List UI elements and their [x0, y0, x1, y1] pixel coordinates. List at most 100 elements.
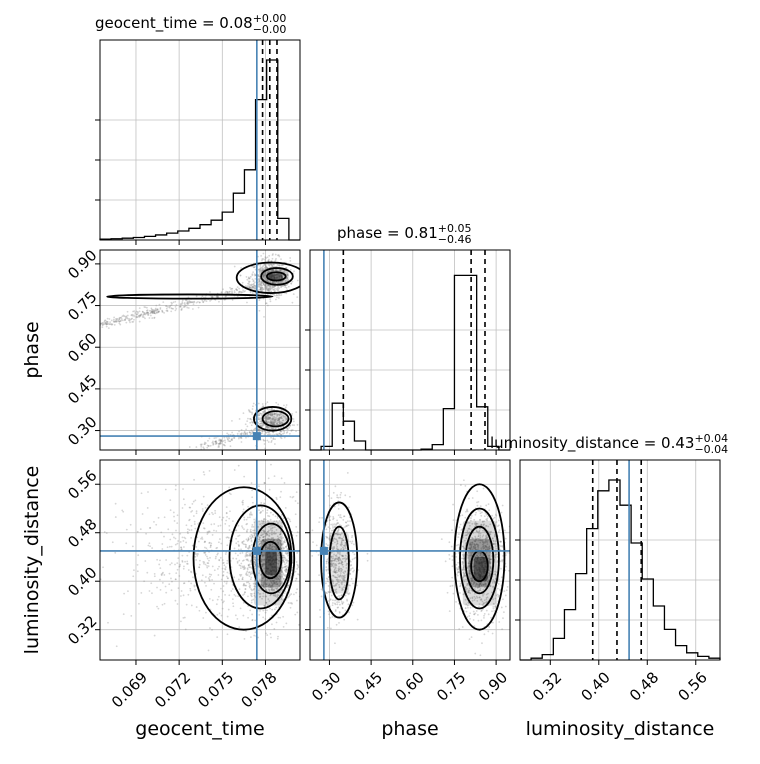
sample-point — [118, 321, 120, 323]
sample-point — [249, 555, 251, 557]
sample-point — [199, 564, 201, 566]
sample-point — [254, 619, 256, 621]
sample-point — [238, 438, 240, 440]
sample-point — [189, 588, 191, 590]
sample-point — [346, 599, 348, 601]
sample-point — [337, 607, 339, 609]
sample-point — [234, 548, 236, 550]
hist-title-phase: phase = 0.81+0.05−0.46 — [337, 222, 472, 246]
sample-point — [167, 546, 169, 548]
sample-point — [275, 515, 277, 517]
sample-point — [215, 556, 217, 558]
sample-point — [156, 309, 158, 311]
sample-point — [246, 519, 248, 521]
sample-point — [189, 507, 191, 509]
sample-point — [449, 585, 451, 587]
sample-point — [206, 300, 208, 302]
sample-point — [238, 560, 240, 562]
sample-point — [499, 529, 501, 531]
sample-point — [104, 322, 106, 324]
sample-point — [224, 594, 226, 596]
sample-point — [293, 421, 295, 423]
sample-point — [467, 616, 469, 618]
sample-point — [251, 496, 253, 498]
sample-point — [181, 309, 183, 311]
sample-point — [175, 600, 177, 602]
sample-point — [225, 291, 227, 293]
sample-point — [183, 540, 185, 542]
sample-point — [264, 245, 266, 247]
sample-point — [196, 295, 198, 297]
sample-point — [318, 574, 320, 576]
sample-point — [452, 559, 454, 561]
sample-point — [270, 633, 272, 635]
sample-point — [268, 259, 270, 261]
sample-point — [347, 520, 349, 522]
sample-point — [248, 583, 250, 585]
sample-point — [199, 302, 201, 304]
sample-point — [468, 498, 470, 500]
sample-point — [336, 494, 338, 496]
sample-point — [502, 617, 504, 619]
sample-point — [213, 530, 215, 532]
sample-point — [194, 499, 196, 501]
sample-point — [215, 437, 217, 439]
sample-point — [305, 572, 307, 574]
sample-point — [258, 419, 260, 421]
sample-point — [215, 441, 217, 443]
sample-point — [250, 531, 252, 533]
sample-point — [452, 565, 454, 567]
sample-point — [219, 612, 221, 614]
sample-point — [209, 513, 211, 515]
sample-point — [283, 430, 285, 432]
sample-point — [295, 513, 297, 515]
sample-point — [171, 581, 173, 583]
sample-point — [326, 559, 328, 561]
sample-point — [460, 585, 462, 587]
sample-point — [345, 610, 347, 612]
sample-point — [230, 288, 232, 290]
sample-point — [258, 485, 260, 487]
sample-point — [266, 634, 268, 636]
sample-point — [183, 546, 185, 548]
sample-point — [347, 486, 349, 488]
density-contour — [107, 294, 272, 298]
sample-point — [197, 553, 199, 555]
sample-point — [180, 546, 182, 548]
sample-point — [155, 308, 157, 310]
sample-point — [203, 471, 205, 473]
sample-point — [448, 541, 450, 543]
sample-point — [480, 515, 482, 517]
sample-point — [221, 519, 223, 521]
sample-point — [147, 545, 149, 547]
sample-point — [242, 527, 244, 529]
sample-point — [484, 613, 486, 615]
sample-point — [183, 537, 185, 539]
sample-point — [271, 264, 273, 266]
sample-point — [328, 613, 330, 615]
sample-point — [189, 302, 191, 304]
sample-point — [355, 557, 357, 559]
sample-point — [302, 514, 304, 516]
sample-point — [238, 288, 240, 290]
sample-point — [220, 525, 222, 527]
sample-point — [220, 557, 222, 559]
sample-point — [249, 432, 251, 434]
sample-point — [235, 530, 237, 532]
sample-point — [252, 271, 254, 273]
sample-point — [449, 610, 451, 612]
sample-point — [301, 544, 303, 546]
sample-point — [237, 561, 239, 563]
sample-point — [243, 519, 245, 521]
sample-point — [159, 560, 161, 562]
scatter-panel-geocent_time-vs-phase — [85, 245, 305, 455]
sample-point — [284, 575, 286, 577]
sample-point — [501, 576, 503, 578]
sample-point — [266, 610, 268, 612]
sample-point — [473, 625, 475, 627]
sample-point — [491, 515, 493, 517]
sample-point — [169, 306, 171, 308]
sample-point — [326, 528, 328, 530]
sample-point — [204, 541, 206, 543]
sample-point — [207, 504, 209, 506]
